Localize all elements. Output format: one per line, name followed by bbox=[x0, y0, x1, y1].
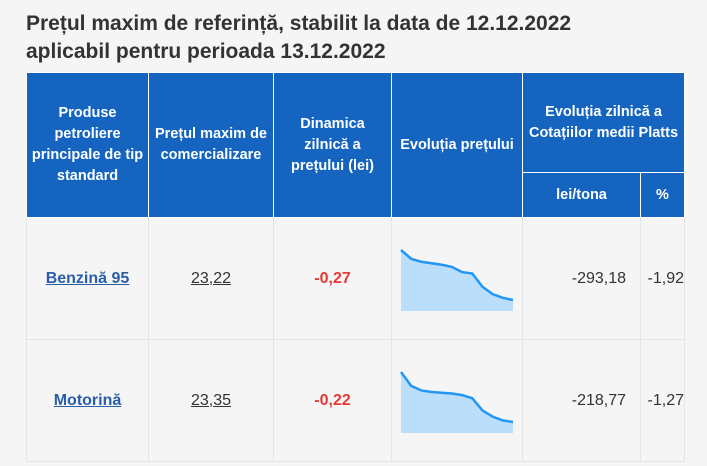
table-row: Benzină 95 23,22 -0,27 -293,18 -1,92 bbox=[26, 217, 686, 340]
header-percent: % bbox=[639, 172, 686, 218]
header-max-price: Prețul maxim de comercializare bbox=[148, 72, 274, 218]
title-line-1: Prețul maxim de referință, stabilit la d… bbox=[26, 12, 572, 35]
product-cell: Benzină 95 bbox=[26, 217, 149, 340]
price-cell: 23,22 bbox=[148, 217, 274, 340]
platts-lei-ton-value: -218,77 bbox=[571, 391, 626, 409]
max-price-value[interactable]: 23,35 bbox=[190, 391, 232, 409]
header-products: Produse petroliere principale de tip sta… bbox=[26, 72, 149, 218]
sparkline-cell bbox=[391, 339, 523, 462]
platts-percent-cell: -1,92 bbox=[639, 217, 686, 340]
product-link-benzina-95[interactable]: Benzină 95 bbox=[45, 269, 130, 287]
platts-lei-ton-cell: -218,77 bbox=[522, 339, 641, 462]
price-evolution-sparkline bbox=[400, 248, 514, 311]
platts-percent-cell: -1,27 bbox=[639, 339, 686, 462]
header-daily-dynamics: Dinamica zilnică a prețului (lei) bbox=[273, 72, 392, 218]
platts-lei-ton-value: -293,18 bbox=[571, 269, 626, 287]
table-row: Motorină 23,35 -0,22 -218,77 -1,27 bbox=[26, 339, 686, 462]
page-title: Prețul maxim de referință, stabilit la d… bbox=[26, 10, 696, 66]
daily-dynamics-value: -0,27 bbox=[314, 269, 351, 287]
product-link-motorina[interactable]: Motorină bbox=[53, 391, 122, 409]
sparkline-line bbox=[400, 248, 514, 301]
sparkline-line bbox=[399, 370, 514, 423]
header-platts: Evoluția zilnică a Cotațiilor medii Plat… bbox=[521, 72, 686, 173]
sparkline-area bbox=[401, 371, 513, 433]
platts-percent-value: -1,27 bbox=[647, 391, 685, 409]
price-evolution-sparkline bbox=[399, 370, 514, 433]
platts-percent-value: -1,92 bbox=[647, 269, 685, 287]
header-lei-ton: lei/tona bbox=[522, 172, 641, 218]
header-price-evolution: Evoluția prețului bbox=[391, 72, 523, 218]
platts-lei-ton-cell: -293,18 bbox=[522, 217, 641, 340]
price-cell: 23,35 bbox=[148, 339, 274, 462]
sparkline-cell bbox=[391, 217, 523, 340]
max-price-value[interactable]: 23,22 bbox=[190, 269, 232, 287]
product-cell: Motorină bbox=[26, 339, 149, 462]
sparkline-area bbox=[401, 249, 513, 311]
title-line-2: aplicabil pentru perioada 13.12.2022 bbox=[26, 40, 386, 63]
dynamics-cell: -0,27 bbox=[273, 217, 392, 340]
daily-dynamics-value: -0,22 bbox=[314, 391, 351, 409]
fuel-price-table: Produse petroliere principale de tip sta… bbox=[26, 72, 686, 462]
dynamics-cell: -0,22 bbox=[273, 339, 392, 462]
